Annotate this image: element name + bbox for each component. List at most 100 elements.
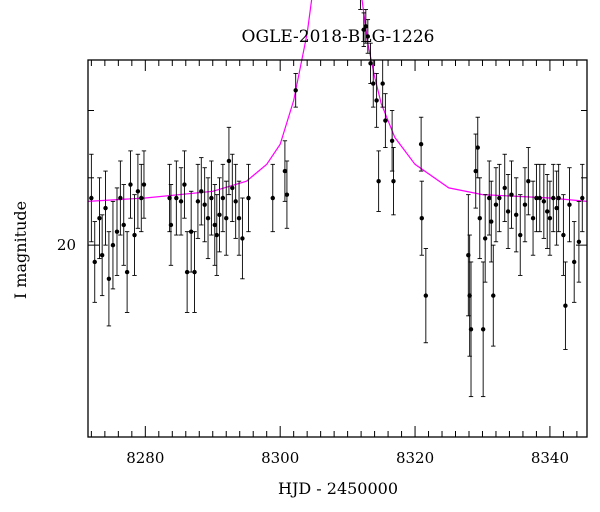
data-point [270,163,275,233]
data-marker [118,195,123,201]
data-marker [209,195,214,201]
data-point [293,73,298,108]
data-marker [580,195,585,201]
data-point [477,177,482,260]
data-marker [192,269,197,275]
data-marker [482,236,488,241]
data-marker [376,178,381,184]
data-point [121,184,126,266]
data-point [128,150,133,219]
data-point [89,153,94,243]
data-marker [491,293,496,298]
data-marker [475,145,480,150]
data-marker [571,259,577,265]
data-marker [282,168,288,174]
data-point [374,73,379,128]
data-marker [576,239,582,244]
data-marker [374,98,379,103]
data-point [103,170,108,246]
data-marker [423,293,429,298]
data-point [505,173,511,249]
data-marker [493,202,499,207]
data-marker [121,222,126,228]
data-point [493,167,499,243]
data-marker [487,195,492,201]
data-point [563,261,568,350]
model-curve [87,0,588,202]
data-marker [168,222,174,228]
data-marker [110,242,116,248]
data-marker [502,185,507,191]
data-marker [202,202,207,207]
data-marker [103,205,108,211]
data-point [212,184,217,266]
data-point [551,163,556,233]
data-point [132,194,137,276]
data-marker [518,232,523,238]
data-point [124,231,130,313]
data-point [418,116,424,172]
data-point [118,160,123,236]
data-point [502,153,507,223]
model-curve-layer [87,0,588,202]
data-marker [391,178,396,184]
data-point [380,59,385,108]
data-point [497,163,502,233]
data-point [487,160,492,236]
data-point [209,160,214,236]
data-point [168,184,174,266]
data-point [513,177,519,253]
data-point [141,150,147,219]
data-point [368,42,373,85]
data-marker [284,192,290,197]
data-point [491,244,496,347]
data-marker [473,168,478,174]
data-point [358,0,363,10]
x-tick-label: 8340 [531,449,569,467]
data-point [230,153,235,223]
data-point [473,133,478,209]
data-marker [226,158,232,164]
data-point [233,163,238,239]
data-marker [371,81,376,86]
data-point [537,163,542,233]
data-marker [419,216,424,221]
data-point [530,180,536,256]
data-point [205,177,211,260]
data-point [580,163,585,233]
data-marker [184,269,190,275]
data-point [195,163,201,239]
data-marker [468,327,474,332]
data-marker [530,216,536,221]
data-marker [365,34,371,39]
data-point [110,200,116,290]
data-marker [99,253,105,258]
data-marker [92,259,97,265]
data-marker [188,229,194,234]
data-marker [182,182,187,187]
data-marker [135,189,141,194]
data-point [475,116,480,179]
data-marker [178,199,184,204]
data-point [545,173,550,249]
data-point [376,150,381,212]
data-point [518,194,523,276]
axis-ticks-layer [88,60,587,437]
x-tick-label: 8280 [126,449,164,467]
data-point [556,163,561,233]
data-marker [205,216,211,221]
data-marker [497,195,502,201]
data-marker [217,212,222,218]
data-point [174,160,179,236]
data-marker [389,138,395,143]
data-point [236,180,242,256]
chart-title: OGLE-2018-BLG-1226 [242,27,435,47]
data-marker [567,202,572,207]
data-point [468,261,474,398]
x-tick-label: 8300 [261,449,299,467]
data-marker [489,219,494,224]
data-point [554,170,559,246]
data-point [97,177,102,260]
data-point [541,163,547,239]
